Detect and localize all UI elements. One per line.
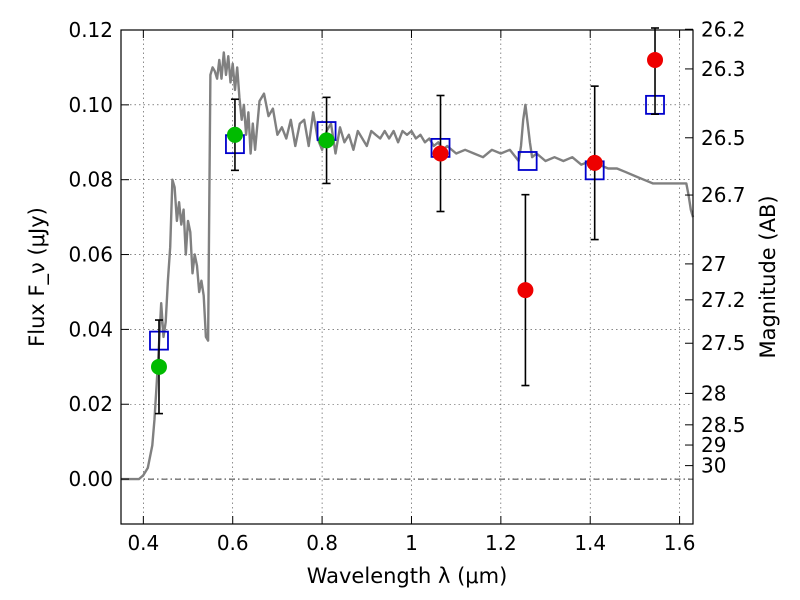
y-axis-label-right: Magnitude (AB) — [756, 195, 780, 358]
y-axis-label-left: Flux F_ν (μJy) — [25, 207, 50, 347]
mag-tick-label: 26.5 — [701, 126, 746, 150]
y-tick-label: 0.02 — [68, 392, 113, 416]
y-tick-label: 0.08 — [68, 168, 113, 192]
photometry-point — [647, 51, 664, 68]
mag-tick-label: 27.5 — [701, 331, 746, 355]
x-tick-label: 1.4 — [574, 531, 606, 555]
y-tick-label: 0.06 — [68, 243, 113, 267]
photometry-point — [150, 358, 167, 375]
x-axis-label: Wavelength λ (μm) — [307, 564, 508, 588]
mag-tick-label: 29 — [701, 433, 726, 457]
x-tick-label: 1 — [405, 531, 418, 555]
x-tick-label: 1.6 — [664, 531, 696, 555]
axis-ticks: 0.4 0.6 0.8 1 1.2 1.4 1.6 0.00 0.02 0.04 0.06 0.08 0… — [68, 17, 745, 555]
photometry-point — [517, 282, 534, 299]
mag-tick-label: 26.7 — [701, 183, 746, 207]
photometry-point — [586, 154, 603, 171]
y-tick-label: 0.00 — [68, 467, 113, 491]
y-tick-label: 0.12 — [68, 18, 113, 42]
y-tick-label: 0.04 — [68, 317, 113, 341]
model-flux-square — [517, 151, 538, 171]
mag-tick-label: 28.5 — [701, 413, 746, 437]
x-tick-label: 0.4 — [127, 531, 159, 555]
mag-tick-label: 26.3 — [701, 57, 746, 81]
x-tick-label: 0.8 — [306, 531, 338, 555]
photometry-point — [226, 126, 243, 143]
x-tick-label: 0.6 — [217, 531, 249, 555]
data-markers — [149, 27, 665, 415]
plot-background — [121, 30, 693, 524]
x-tick-label: 1.2 — [485, 531, 517, 555]
mag-tick-label: 26.2 — [701, 17, 746, 41]
mag-tick-label: 27 — [701, 252, 726, 276]
plot-frame — [120, 29, 694, 525]
photometry-point — [432, 145, 449, 162]
mag-tick-label: 28 — [701, 381, 726, 405]
photometry-point — [318, 132, 335, 149]
mag-tick-label: 30 — [701, 454, 726, 478]
y-tick-label: 0.10 — [68, 93, 113, 117]
mag-tick-label: 27.2 — [701, 288, 746, 312]
